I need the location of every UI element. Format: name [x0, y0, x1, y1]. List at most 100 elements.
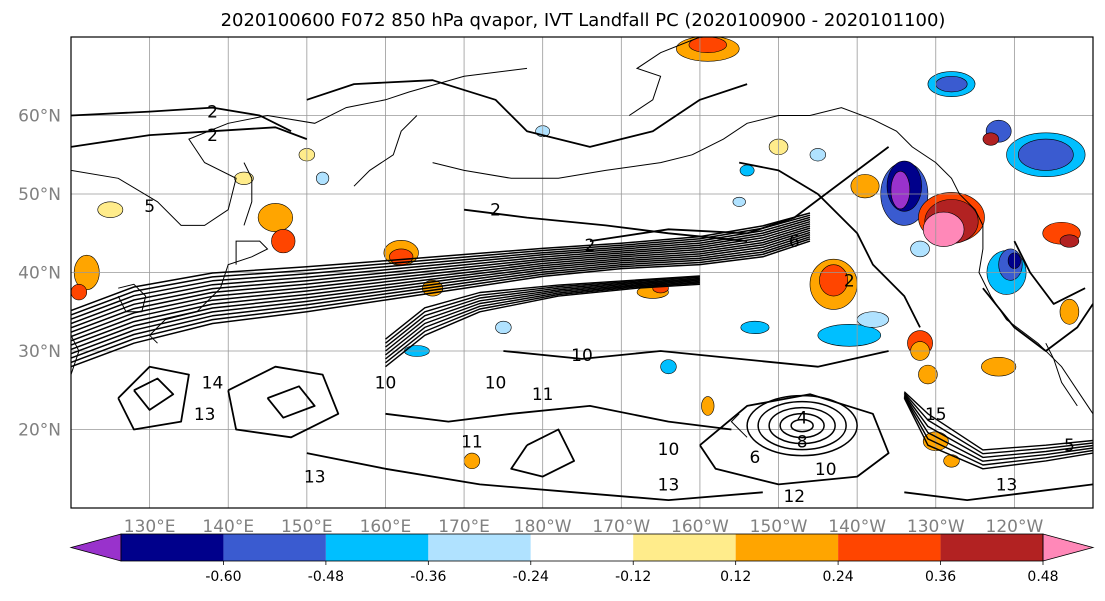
coastline	[1045, 342, 1078, 407]
contour-line	[385, 282, 700, 364]
pc-anomaly-patch	[856, 311, 889, 328]
contour-line	[385, 275, 700, 340]
pc-anomaly-patch	[271, 229, 296, 254]
contour-label: 13	[996, 475, 1018, 495]
contour-label: 6	[750, 448, 761, 468]
contour-line	[117, 365, 190, 431]
contour-line	[306, 452, 763, 501]
colorbar-segment	[940, 534, 1043, 561]
colorbar-tick-label: -0.24	[513, 569, 549, 585]
contour-label: 13	[194, 405, 216, 425]
contour-label: 11	[461, 432, 483, 452]
contour-label: 2	[207, 126, 218, 146]
contour-label: 5	[144, 197, 155, 217]
contour-line	[227, 365, 340, 439]
contour-line	[699, 393, 890, 486]
pc-anomaly-patch	[943, 454, 960, 468]
coastline	[691, 107, 1093, 415]
pc-anomaly-patch	[463, 452, 481, 470]
map-frame	[70, 36, 1094, 509]
contour-line	[385, 276, 700, 344]
longitude-label: 140°W	[828, 517, 886, 537]
contour-labels: 2 2 5 2 2 2 6 10 14 13 10 10 11 11 13 10 13 4 8 6 10 12 13 15 5	[144, 103, 1075, 508]
contour-line	[589, 146, 890, 242]
contour-line	[463, 208, 748, 242]
contour-line	[982, 287, 1093, 352]
contour-label: 6	[789, 232, 800, 252]
contour-label: 13	[304, 468, 326, 488]
contour-line	[71, 240, 811, 368]
pc-anomaly-patch	[97, 201, 124, 218]
latitude-label: 30°N	[18, 342, 61, 362]
contour-line	[71, 225, 811, 338]
pc-anomaly-patch	[817, 324, 882, 347]
contour-line	[739, 161, 921, 328]
colorbar-tick-label: 0.12	[720, 569, 751, 585]
colorbar-tick-label: -0.36	[410, 569, 446, 585]
contour-line	[1013, 240, 1086, 305]
pc-anomaly-patch	[982, 132, 999, 146]
pc-anomaly-patch	[732, 196, 746, 207]
contour-line	[71, 214, 811, 316]
coastline	[71, 67, 528, 226]
contour-label: 15	[925, 405, 947, 425]
contour-label: 10	[815, 460, 837, 480]
pc-anomaly-patch	[701, 396, 715, 416]
pc-anomaly-patch	[495, 320, 512, 335]
colorbar-extend-low	[69, 533, 122, 562]
contour-line	[903, 396, 1093, 466]
pc-anomaly-patch	[935, 75, 968, 93]
contour-line	[71, 126, 308, 148]
colorbar: -0.60 -0.48 -0.36 -0.24 -0.12 0.12 0.24 0.36 0.4…	[69, 533, 1095, 585]
contour-label: 12	[783, 487, 805, 507]
pc-anomaly-patch	[71, 283, 88, 301]
colorbar-tick-label: -0.48	[308, 569, 344, 585]
contour-line	[385, 278, 700, 352]
contour-label: 2	[207, 103, 218, 123]
contour-line	[266, 385, 316, 419]
contour-line	[779, 412, 825, 439]
contour-line	[903, 393, 1093, 459]
colorbar-segment	[223, 534, 326, 561]
colorbar-tick-label: 0.36	[925, 569, 956, 585]
contour-line	[71, 229, 811, 346]
contour-line	[903, 392, 1093, 455]
qvapor-contours	[71, 79, 1093, 501]
contour-label: 10	[485, 373, 507, 393]
contour-line	[903, 391, 1093, 451]
colorbar-segment	[530, 534, 634, 561]
colorbar-tick-label: 0.48	[1027, 569, 1058, 585]
colorbar-segment	[735, 534, 839, 561]
pc-anomaly-patch	[688, 37, 727, 53]
contour-line	[71, 233, 811, 355]
contour-line	[71, 236, 811, 359]
coastline	[432, 154, 693, 179]
contour-label: 8	[797, 432, 808, 452]
contour-line	[71, 218, 811, 325]
contour-line	[71, 216, 811, 320]
contour-line	[385, 277, 700, 348]
contour-line	[71, 106, 292, 133]
longitude-label: 140°E	[202, 517, 254, 537]
colorbar-tick-label: 0.24	[823, 569, 854, 585]
pc-anomaly-patch	[910, 240, 930, 258]
coastline	[117, 283, 147, 313]
longitude-label: 170°W	[592, 517, 650, 537]
pc-anomaly-patch	[740, 320, 770, 335]
pc-anomaly-patch	[1059, 234, 1080, 248]
contour-label: 11	[532, 385, 554, 405]
pc-anomaly-patch	[922, 211, 965, 247]
pc-anomaly-patch	[1059, 298, 1080, 325]
contour-label: 13	[658, 475, 680, 495]
latitude-label: 20°N	[18, 421, 61, 441]
contour-line	[71, 227, 811, 342]
contour-label: 14	[202, 373, 224, 393]
contour-line	[71, 238, 811, 364]
longitude-axis-labels: 130°E 140°E 150°E 160°E 170°E 180°W 170°W 160°W…	[124, 517, 1044, 537]
contour-line	[71, 223, 811, 333]
pc-anomaly-patch	[850, 174, 880, 199]
coastline	[243, 162, 253, 226]
longitude-label: 150°W	[750, 517, 808, 537]
contour-line	[385, 281, 700, 360]
